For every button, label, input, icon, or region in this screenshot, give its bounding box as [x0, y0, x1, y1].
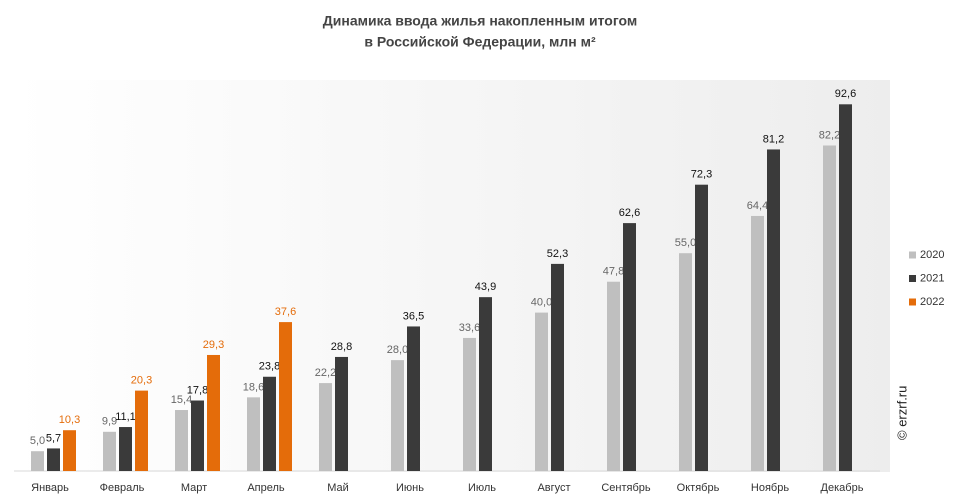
bar — [767, 149, 780, 471]
bar — [407, 326, 420, 471]
x-tick-label: Июнь — [396, 482, 424, 494]
bar — [191, 400, 204, 471]
bar — [623, 223, 636, 471]
value-label: 52,3 — [547, 248, 568, 260]
bar — [175, 410, 188, 471]
chart-title: Динамика ввода жилья накопленным итогом — [323, 13, 637, 29]
watermark: © erzrf.ru — [894, 386, 909, 440]
x-tick-label: Май — [327, 482, 349, 494]
value-label: 72,3 — [691, 169, 712, 181]
bar — [335, 356, 348, 471]
bar — [535, 312, 548, 471]
chart-title: в Российской Федерации, млн м² — [364, 34, 596, 50]
x-tick-label: Сентябрь — [601, 482, 651, 494]
x-tick-label: Декабрь — [821, 482, 864, 494]
value-label: 5,0 — [30, 435, 45, 447]
value-label: 81,2 — [763, 133, 784, 145]
bar — [695, 184, 708, 471]
plot-background — [14, 80, 890, 472]
bar — [207, 354, 220, 471]
bar — [551, 263, 564, 471]
bar — [279, 322, 292, 471]
value-label: 11,1 — [115, 411, 136, 423]
bar — [463, 337, 476, 471]
legend-label: 2021 — [920, 272, 944, 284]
bar — [63, 430, 76, 471]
legend-swatch — [909, 298, 916, 306]
legend-label: 2020 — [920, 249, 944, 261]
bar — [391, 360, 404, 471]
value-label: 36,5 — [403, 310, 424, 322]
value-label: 43,9 — [475, 281, 496, 293]
legend-swatch — [909, 251, 916, 259]
value-label: 23,8 — [259, 361, 280, 373]
bar — [247, 397, 260, 471]
bar — [607, 281, 620, 471]
bar — [479, 297, 492, 471]
value-label: 22,2 — [315, 367, 336, 379]
x-tick-label: Октябрь — [677, 482, 720, 494]
value-label: 17,8 — [187, 384, 208, 396]
value-label: 47,8 — [603, 266, 624, 278]
x-tick-label: Август — [537, 482, 570, 494]
value-label: 62,6 — [619, 207, 640, 219]
value-label: 15,4 — [171, 394, 192, 406]
bar — [135, 390, 148, 471]
value-label: 33,6 — [459, 322, 480, 334]
legend-label: 2022 — [920, 296, 944, 308]
value-label: 92,6 — [835, 88, 856, 100]
value-label: 64,4 — [747, 200, 768, 212]
value-label: 9,9 — [102, 416, 117, 428]
bar — [679, 253, 692, 471]
value-label: 20,3 — [131, 375, 152, 387]
bar — [839, 104, 852, 471]
bar — [103, 431, 116, 471]
value-label: 5,7 — [46, 432, 61, 444]
bar — [31, 451, 44, 471]
value-label: 28,8 — [331, 341, 352, 353]
bar — [119, 427, 132, 471]
value-label: 40,0 — [531, 297, 552, 309]
legend-swatch — [909, 275, 916, 282]
x-tick-label: Февраль — [100, 482, 145, 494]
value-label: 10,3 — [59, 414, 80, 426]
value-label: 18,6 — [243, 381, 264, 393]
value-label: 29,3 — [203, 339, 224, 351]
bar — [319, 383, 332, 471]
bar — [751, 215, 764, 471]
value-label: 55,0 — [675, 237, 696, 249]
x-tick-label: Ноябрь — [751, 482, 789, 494]
value-label: 82,2 — [819, 129, 840, 141]
x-tick-label: Апрель — [247, 482, 285, 494]
value-label: 28,0 — [387, 344, 408, 356]
x-tick-label: Июль — [468, 482, 496, 494]
x-tick-label: Март — [181, 482, 207, 494]
bar — [823, 145, 836, 471]
value-label: 37,6 — [275, 306, 296, 318]
x-tick-label: Январь — [31, 482, 69, 494]
bar — [263, 376, 276, 471]
bar — [47, 448, 60, 471]
